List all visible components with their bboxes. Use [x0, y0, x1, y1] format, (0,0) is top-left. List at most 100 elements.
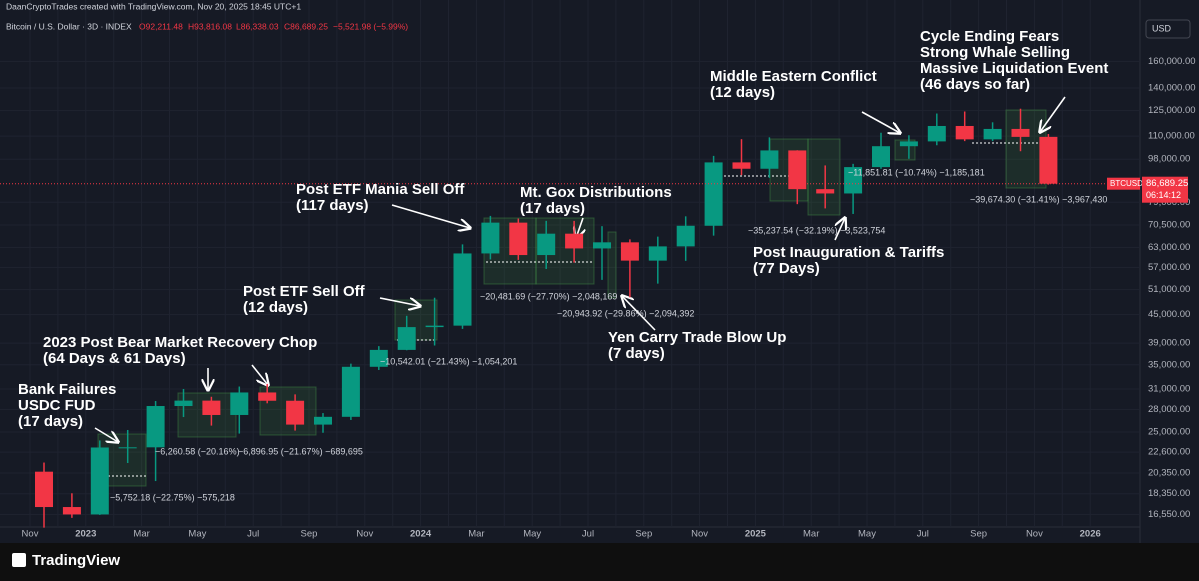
annotation: Yen Carry Trade Blow Up — [608, 329, 786, 346]
candle-body — [202, 400, 221, 415]
y-tick-label: 110,000.00 — [1148, 131, 1195, 142]
y-tick-label: 18,350.00 — [1148, 488, 1190, 499]
arrow — [391, 204, 470, 228]
candle-body — [676, 225, 695, 247]
y-tick-label: 39,000.00 — [1148, 338, 1190, 349]
y-tick-label: 98,000.00 — [1148, 154, 1190, 165]
y-tick-label: 31,000.00 — [1148, 384, 1190, 395]
candle-body — [230, 392, 249, 415]
price-box — [1142, 176, 1188, 203]
candle-body — [118, 447, 137, 449]
y-tick-label: 20,350.00 — [1148, 468, 1190, 479]
annotation: 2023 Post Bear Market Recovery Chop — [43, 334, 317, 351]
candle-body — [174, 400, 193, 407]
arrows — [94, 96, 1066, 442]
arrow — [94, 427, 118, 442]
candle-body — [90, 447, 109, 515]
measurement-label: −35,237.54 (−32.19%) −3,523,754 — [748, 225, 885, 235]
candle-body — [537, 233, 556, 256]
candle-body — [955, 125, 974, 140]
annotation: Massive Liquidation Event — [920, 60, 1108, 77]
annotation: Post Inauguration & Tariffs — [753, 244, 944, 261]
candle-body — [648, 246, 667, 261]
candle-body — [35, 471, 53, 508]
y-tick-label: 28,000.00 — [1148, 404, 1190, 415]
ohlc-change: −5,521.98 (−5.99%) — [333, 21, 408, 31]
annotation: (77 Days) — [753, 260, 820, 277]
ohlc-low: L86,338.03 — [236, 21, 279, 31]
x-tick-label: May — [523, 529, 541, 540]
y-tick-label: 22,600.00 — [1148, 447, 1190, 458]
y-tick-label: 125,000.00 — [1148, 105, 1196, 116]
candle-body — [62, 507, 81, 515]
annotation: USDC FUD — [18, 397, 96, 414]
candle-body — [258, 392, 277, 401]
x-tick-label: Jul — [582, 529, 594, 540]
x-tick-label: 2023 — [75, 529, 96, 540]
y-tick-label: 57,000.00 — [1148, 262, 1190, 273]
arrow — [622, 296, 656, 331]
annotation: Post ETF Mania Sell Off — [296, 181, 465, 198]
candle-body — [565, 233, 584, 249]
candle-body — [369, 349, 388, 367]
candle-body — [314, 416, 332, 425]
candle-body — [1039, 136, 1058, 184]
arrow — [834, 218, 845, 241]
annotation: Mt. Gox Distributions — [520, 184, 672, 201]
candle-body — [899, 141, 918, 147]
zone — [807, 138, 841, 216]
ohlc-high: H93,816.08 — [188, 21, 232, 31]
y-tick-label: 51,000.00 — [1148, 284, 1190, 295]
price-label: 86,689.25 — [1146, 178, 1188, 189]
x-tick-label: Nov — [356, 529, 373, 540]
annotation: (46 days so far) — [920, 76, 1030, 93]
candle-body — [341, 366, 360, 417]
x-tick-label: Mar — [468, 529, 484, 540]
x-tick-label: Jul — [247, 529, 259, 540]
annotation: Middle Eastern Conflict — [710, 68, 877, 85]
arrow — [861, 111, 900, 133]
measurement-label: −39,674.30 (−31.41%) −3,967,430 — [970, 194, 1107, 204]
zone — [177, 392, 237, 438]
currency-box[interactable] — [1145, 19, 1191, 39]
x-tick-label: May — [188, 529, 206, 540]
symbol-label: BTCUSD — [1110, 179, 1143, 188]
arrow — [1040, 96, 1066, 132]
arrow — [251, 364, 268, 385]
symbol-line: Bitcoin / U.S. Dollar · 3D · INDEX — [6, 21, 132, 31]
candle-body — [146, 406, 165, 448]
symbol-box — [1107, 177, 1140, 190]
y-tick-label: 45,000.00 — [1148, 309, 1190, 320]
candle-body — [620, 242, 639, 261]
candle-body — [844, 167, 863, 194]
y-tick-label: 63,000.00 — [1148, 242, 1190, 253]
annotation: Strong Whale Selling — [920, 44, 1070, 61]
x-tick-label: Nov — [691, 529, 708, 540]
x-tick-label: Nov — [22, 529, 39, 540]
candle-body — [397, 327, 416, 350]
countdown-label: 06:14:12 — [1146, 190, 1181, 200]
y-tick-label: 35,000.00 — [1148, 359, 1190, 370]
y-tick-label: 25,000.00 — [1148, 426, 1190, 437]
annotation: (17 days) — [520, 200, 585, 217]
measurement-label: −11,851.81 (−10.74%) −1,185,181 — [848, 167, 985, 177]
x-tick-label: Nov — [1026, 529, 1043, 540]
annotation: (64 Days & 61 Days) — [43, 350, 186, 367]
x-tick-label: Jul — [917, 529, 929, 540]
candle-body — [453, 253, 472, 326]
annotation: (17 days) — [18, 413, 83, 430]
zones — [97, 109, 1047, 487]
candle-body — [286, 400, 305, 425]
candle-body — [927, 125, 946, 142]
measurement-label: −5,752.18 (−22.75%) −575,218 — [110, 492, 235, 502]
brand-logo — [12, 553, 26, 567]
ohlc-close: C86,689.25 — [284, 21, 328, 31]
candle-body — [509, 222, 528, 256]
y-tick-label: 140,000.00 — [1148, 83, 1196, 94]
x-tick-label: 2025 — [745, 529, 767, 540]
y-tick-label: 16,550.00 — [1148, 509, 1190, 520]
candle-body — [872, 146, 890, 168]
annotation: Post ETF Sell Off — [243, 283, 366, 300]
annotation: (7 days) — [608, 345, 665, 362]
